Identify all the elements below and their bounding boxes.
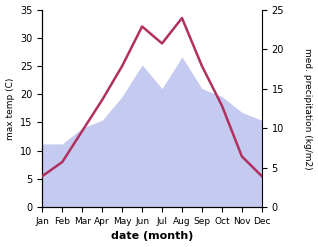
Y-axis label: max temp (C): max temp (C) bbox=[5, 77, 15, 140]
X-axis label: date (month): date (month) bbox=[111, 231, 193, 242]
Y-axis label: med. precipitation (kg/m2): med. precipitation (kg/m2) bbox=[303, 48, 313, 169]
